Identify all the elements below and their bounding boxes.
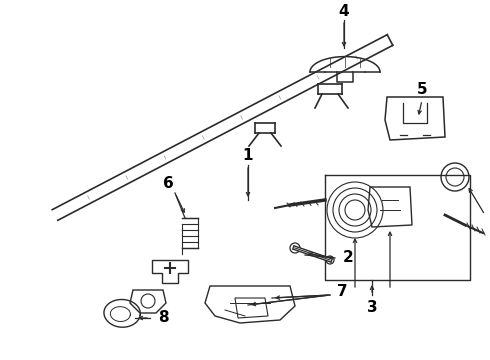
Text: 5: 5 [416, 82, 427, 98]
Text: 2: 2 [343, 251, 353, 266]
Text: 6: 6 [163, 175, 173, 190]
Text: 7: 7 [337, 284, 347, 300]
Text: 4: 4 [339, 4, 349, 19]
Text: 1: 1 [243, 148, 253, 162]
Text: 3: 3 [367, 301, 377, 315]
Text: 8: 8 [158, 310, 168, 325]
